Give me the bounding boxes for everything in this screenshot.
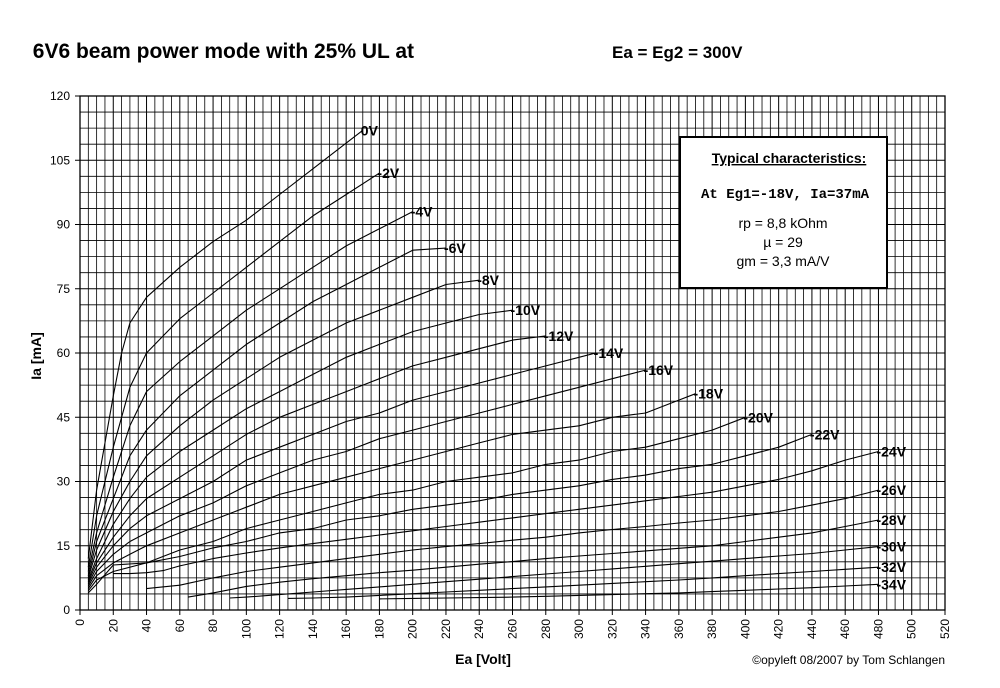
y-tick-label: 120	[50, 89, 70, 103]
x-tick-label: 420	[772, 619, 786, 639]
curve-label-minus-34V: -34V	[876, 576, 906, 592]
x-tick-label: 100	[239, 619, 253, 639]
curve-minus-18V	[87, 393, 696, 589]
curve-minus-14V	[87, 352, 596, 585]
x-tick-label: 220	[439, 619, 453, 639]
curve-minus-34V	[379, 583, 879, 600]
x-tick-label: 180	[372, 619, 386, 639]
y-axis-ticks: 0 15 30 45 60 75 90 105 120	[50, 89, 70, 617]
curve-minus-4V	[87, 211, 413, 572]
transconductance: gm = 3,3 mA/V	[737, 253, 831, 269]
y-tick-label: 45	[57, 410, 71, 424]
x-tick-label: 340	[639, 619, 653, 639]
curve-label-minus-12V: -12V	[544, 328, 574, 344]
curve-label-minus-14V: -14V	[594, 345, 624, 361]
curve-minus-2V	[87, 172, 380, 568]
chart-title-condition: Ea = Eg2 = 300V	[612, 43, 743, 62]
curve-label-minus-20V: -20V	[743, 409, 773, 425]
x-axis-label: Ea [Volt]	[455, 651, 511, 667]
x-tick-label: 140	[306, 619, 320, 639]
x-tick-label: 440	[805, 619, 819, 639]
x-tick-label: 40	[140, 619, 154, 633]
y-tick-label: 105	[50, 153, 70, 167]
x-tick-label: 360	[672, 619, 686, 639]
curve-label-minus-26V: -26V	[876, 482, 906, 498]
x-tick-label: 60	[173, 619, 187, 633]
curve-minus-26V	[146, 489, 879, 590]
curve-minus-10V	[87, 309, 513, 581]
chart-title: 6V6 beam power mode with 25% UL at	[33, 40, 414, 63]
x-tick-label: 260	[506, 619, 520, 639]
operating-point: At Eg1=-18V, Ia=37mA	[701, 187, 870, 203]
x-tick-label: 160	[339, 619, 353, 639]
x-tick-label: 300	[572, 619, 586, 639]
x-tick-label: 460	[838, 619, 852, 639]
x-tick-label: 320	[605, 619, 619, 639]
x-tick-label: 480	[871, 619, 885, 639]
amplification-factor: µ = 29	[763, 234, 803, 250]
y-tick-label: 15	[57, 539, 71, 553]
x-tick-label: 0	[73, 619, 87, 626]
curve-label-minus-24V: -24V	[876, 444, 906, 460]
curve-label-minus-22V: -22V	[810, 426, 840, 442]
curve-label-minus-30V: -30V	[876, 539, 906, 555]
x-tick-label: 120	[273, 619, 287, 639]
curve-minus-16V	[87, 369, 646, 587]
curve-label-0V: 0V	[361, 122, 379, 138]
y-tick-label: 30	[57, 475, 71, 489]
curve-minus-12V	[87, 335, 546, 583]
curve-minus-20V	[87, 416, 746, 592]
x-tick-label: 20	[106, 619, 120, 633]
y-tick-label: 60	[57, 346, 71, 360]
curve-label-minus-2V: -2V	[377, 165, 399, 181]
x-tick-label: 240	[472, 619, 486, 639]
curve-minus-28V	[188, 519, 879, 598]
characteristic-curves	[87, 129, 879, 600]
curve-0V	[87, 129, 364, 559]
x-tick-label: 380	[705, 619, 719, 639]
characteristics-heading: Typical characteristics:	[712, 150, 867, 166]
y-tick-label: 75	[57, 282, 71, 296]
curve-label-minus-4V: -4V	[411, 204, 433, 220]
curve-label-minus-10V: -10V	[511, 302, 541, 318]
curve-minus-8V	[87, 279, 480, 579]
curve-label-minus-16V: -16V	[644, 362, 674, 378]
plate-resistance: rp = 8,8 kOhm	[738, 215, 827, 231]
curve-minus-22V	[87, 433, 813, 594]
x-tick-label: 400	[738, 619, 752, 639]
x-tick-label: 500	[905, 619, 919, 639]
y-axis-label: Ia [mA]	[28, 332, 44, 379]
curve-label-minus-6V: -6V	[444, 240, 466, 256]
x-tick-label: 280	[539, 619, 553, 639]
characteristics-box: Typical characteristics: At Eg1=-18V, Ia…	[679, 136, 888, 289]
curve-label-minus-28V: -28V	[876, 512, 906, 528]
characteristics-box-frame	[679, 136, 888, 289]
curve-minus-6V	[87, 247, 447, 576]
x-axis-ticks: 0 20 40 60 80 100 120 140 160 180 200 220 240 260 280 3…	[73, 619, 952, 639]
curve-minus-24V	[113, 450, 879, 575]
y-tick-label: 90	[57, 218, 71, 232]
credit: ©opyleft 08/2007 by Tom Schlangen	[752, 653, 945, 667]
curve-minus-32V	[287, 566, 879, 599]
curve-label-minus-8V: -8V	[477, 272, 499, 288]
curve-minus-30V	[229, 546, 879, 599]
x-tick-label: 200	[406, 619, 420, 639]
curve-label-minus-18V: -18V	[693, 386, 723, 402]
curve-labels: 0V -2V -4V -6V -8V -10V-12V -14V -16V -18V -20V -2…	[361, 122, 907, 592]
curve-label-minus-32V: -32V	[876, 559, 906, 575]
y-tick-label: 0	[63, 603, 70, 617]
x-tick-label: 80	[206, 619, 220, 633]
x-tick-label: 520	[938, 619, 952, 639]
